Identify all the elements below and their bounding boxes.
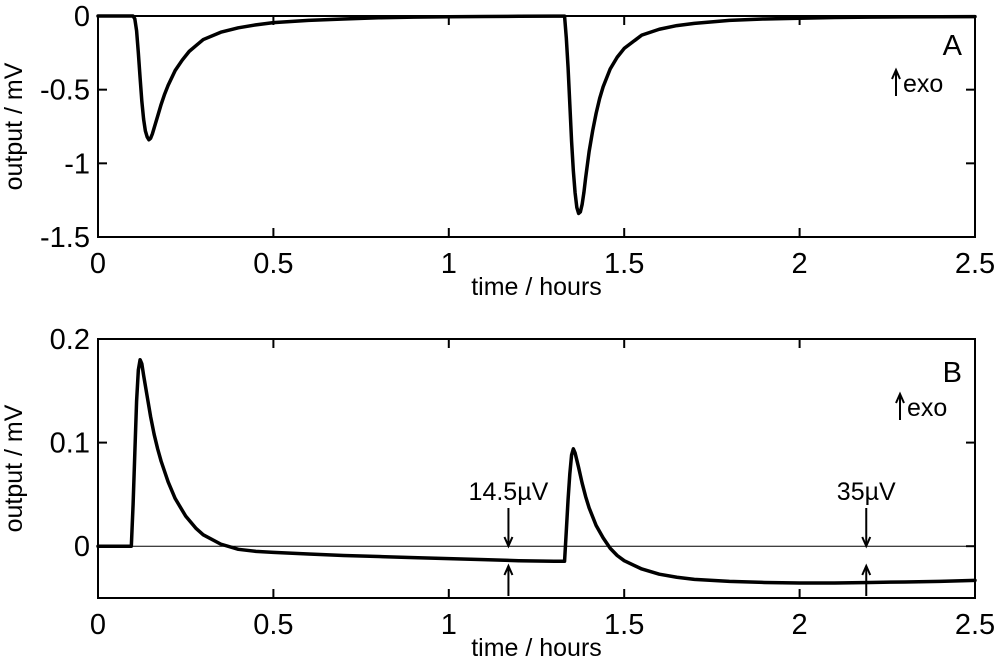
exo-arrow-icon (895, 391, 905, 420)
exo-label: exo (903, 70, 943, 98)
annotation-down-arrow-icon (861, 508, 872, 549)
y-tick-label: 0 (74, 531, 90, 563)
annotation-up-arrow-icon (503, 563, 514, 596)
x-tick-label: 0 (90, 248, 106, 280)
y-axis-label: output / mV (0, 62, 28, 190)
annotation-up-arrow-icon (861, 563, 872, 596)
x-tick-label: 2 (792, 248, 808, 280)
y-tick-label: 0.1 (50, 428, 90, 460)
offset-annotation-label: 35µV (837, 478, 896, 506)
series-line (96, 14, 977, 216)
x-tick-label: 0 (90, 609, 106, 641)
y-tick-label: -1.5 (40, 222, 90, 254)
y-tick-label: -0.5 (40, 75, 90, 107)
exo-label: exo (907, 394, 947, 422)
x-axis-label: time / hours (471, 634, 602, 662)
x-axis-label: time / hours (471, 273, 602, 301)
y-tick-label: 0.2 (50, 324, 90, 356)
x-tick-label: 2 (792, 609, 808, 641)
panel-label: A (943, 30, 963, 62)
series-line (96, 357, 977, 585)
panel-b: 0 0.5 1 1.5 2 2.5 0 0.1 0.2 time / hours output / … (0, 324, 995, 662)
x-tick-label: 1.5 (604, 248, 644, 280)
x-tick-label: 2.5 (955, 609, 995, 641)
x-tick-label: 1.5 (604, 609, 644, 641)
x-tick-label: 0.5 (253, 609, 293, 641)
panel-label: B (943, 357, 962, 389)
y-tick-label: -1 (64, 148, 90, 180)
x-tick-label: 0.5 (253, 248, 293, 280)
panel-a: 0 0.5 1 1.5 2 2.5 -1.5 -1 -0.5 0 time / hours outpu… (0, 1, 995, 301)
exo-arrow-icon (891, 67, 901, 96)
axes-frame (97, 338, 976, 599)
x-tick-label: 2.5 (955, 248, 995, 280)
y-tick-label: 0 (74, 1, 90, 33)
annotation-down-arrow-icon (503, 508, 514, 549)
axes-frame (97, 15, 976, 238)
x-tick-label: 1 (441, 248, 457, 280)
y-axis-label: output / mV (0, 404, 28, 532)
x-tick-label: 1 (441, 609, 457, 641)
offset-annotation-label: 14.5µV (469, 478, 549, 506)
